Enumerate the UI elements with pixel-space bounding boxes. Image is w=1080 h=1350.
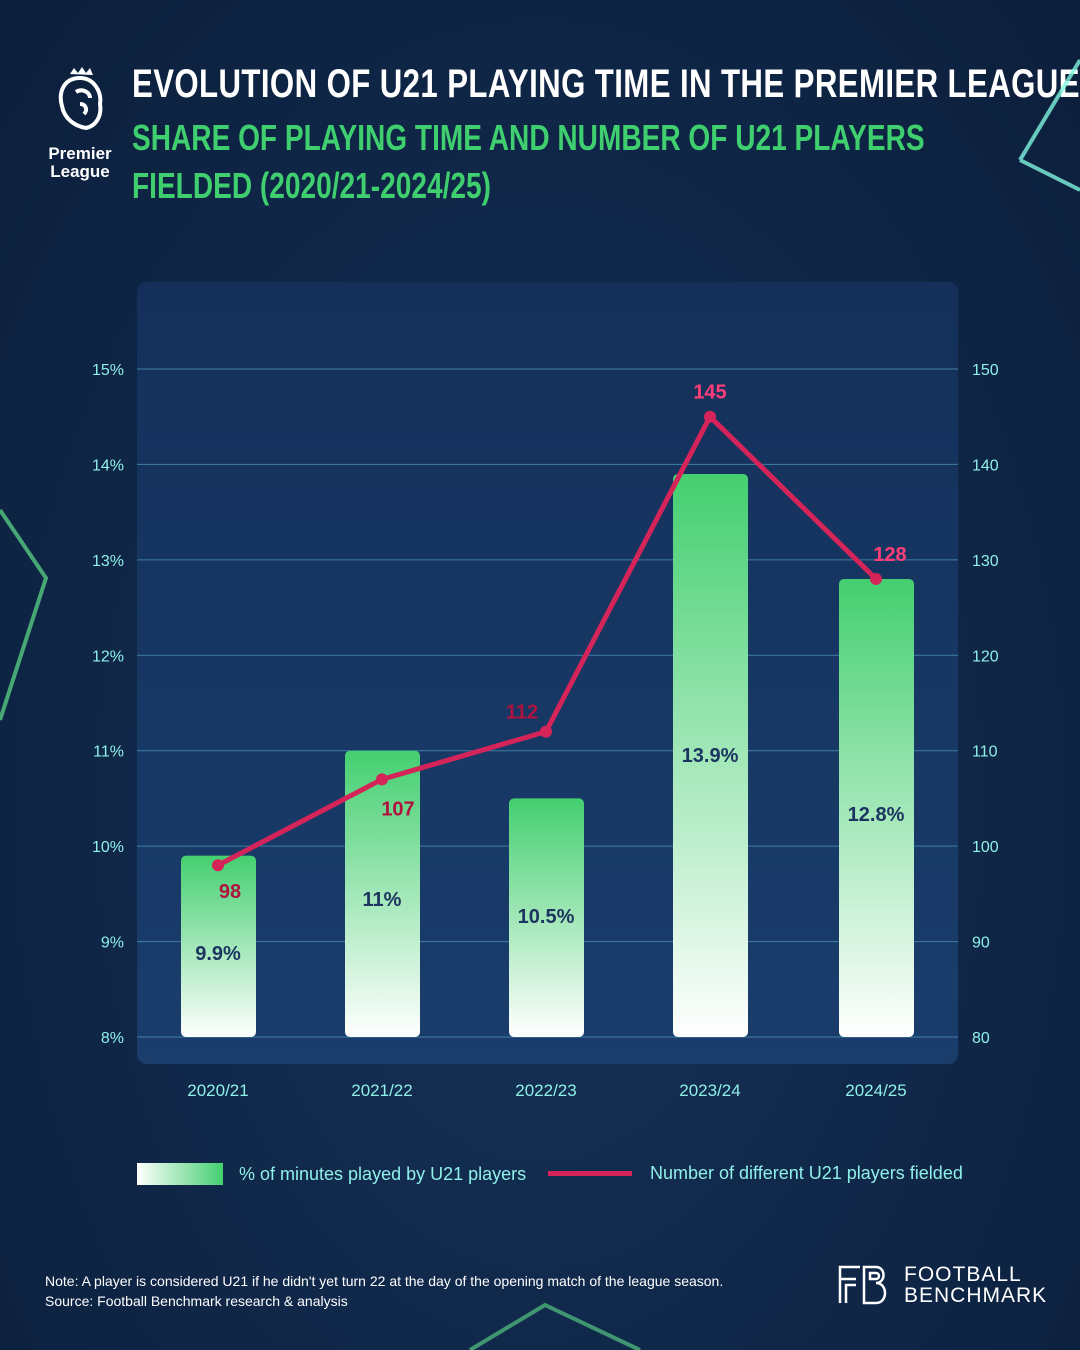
premier-league-logo: Premier League <box>40 66 120 181</box>
x-axis-tick: 2021/22 <box>351 1081 412 1100</box>
line-point <box>870 572 882 585</box>
right-axis-tick: 130 <box>972 553 999 570</box>
line-value-label: 128 <box>873 544 906 566</box>
football-benchmark-logo: FOOTBALL BENCHMARK <box>838 1264 1047 1306</box>
x-axis-tick: 2020/21 <box>187 1081 248 1100</box>
left-axis-tick: 14% <box>92 457 124 474</box>
line-point <box>704 410 716 423</box>
left-axis-tick: 15% <box>92 362 124 379</box>
bar-value-label: 10.5% <box>518 906 575 928</box>
left-axis-tick: 13% <box>92 553 124 570</box>
chart-title: EVOLUTION OF U21 PLAYING TIME IN THE PRE… <box>132 62 1080 106</box>
right-axis-tick: 100 <box>972 839 999 856</box>
right-axis-tick: 140 <box>972 457 999 474</box>
logo-line-1: Premier <box>48 144 112 163</box>
legend-item-bars: % of minutes played by U21 players <box>137 1163 526 1185</box>
bar-value-label: 12.8% <box>848 804 905 826</box>
left-axis-tick: 10% <box>92 839 124 856</box>
right-axis-tick: 80 <box>972 1030 990 1047</box>
left-axis-tick: 9% <box>101 935 124 952</box>
line-value-label: 112 <box>506 702 538 724</box>
bar-value-label: 11% <box>363 889 402 911</box>
brand-line-2: BENCHMARK <box>904 1284 1048 1307</box>
bar <box>181 855 256 1037</box>
bar <box>673 473 748 1037</box>
left-axis-tick: 12% <box>92 648 124 665</box>
bar <box>839 578 914 1037</box>
x-axis-tick: 2024/25 <box>845 1081 906 1100</box>
bar-value-label: 9.9% <box>195 943 241 965</box>
footnote: Note: A player is considered U21 if he d… <box>45 1271 723 1311</box>
fb-monogram-icon <box>838 1265 887 1305</box>
line-point <box>376 773 388 786</box>
x-axis-tick: 2023/24 <box>679 1081 740 1100</box>
x-axis-tick: 2022/23 <box>515 1081 576 1100</box>
line-point <box>212 859 224 872</box>
note-text: Note: A player is considered U21 if he d… <box>45 1273 724 1289</box>
source-text: Source: Football Benchmark research & an… <box>45 1293 348 1309</box>
left-axis-tick: 8% <box>101 1030 124 1047</box>
legend-item-line: Number of different U21 players fielded <box>548 1163 963 1184</box>
right-axis-tick: 150 <box>972 362 999 379</box>
line-value-label: 145 <box>693 382 726 404</box>
legend-swatch-line <box>548 1171 632 1176</box>
brand-line-1: FOOTBALL <box>904 1263 1022 1286</box>
line-value-label: 98 <box>219 881 241 903</box>
line-value-label: 107 <box>381 798 414 820</box>
right-axis-tick: 120 <box>972 648 999 665</box>
legend-label-bars: % of minutes played by U21 players <box>239 1163 527 1184</box>
line-point <box>540 725 552 738</box>
bar <box>345 750 420 1037</box>
chart-subtitle: SHARE OF PLAYING TIME AND NUMBER OF U21 … <box>132 117 925 206</box>
legend-label-line: Number of different U21 players fielded <box>650 1163 963 1183</box>
right-axis-tick: 110 <box>972 744 998 761</box>
bar-value-label: 13.9% <box>682 745 739 767</box>
bar <box>509 798 584 1037</box>
plot-panel <box>137 282 958 1064</box>
logo-line-2: League <box>50 162 110 181</box>
lion-icon <box>58 67 103 131</box>
left-axis-tick: 11% <box>93 744 124 761</box>
legend-swatch-bar <box>137 1163 223 1185</box>
right-axis-tick: 90 <box>972 935 990 952</box>
